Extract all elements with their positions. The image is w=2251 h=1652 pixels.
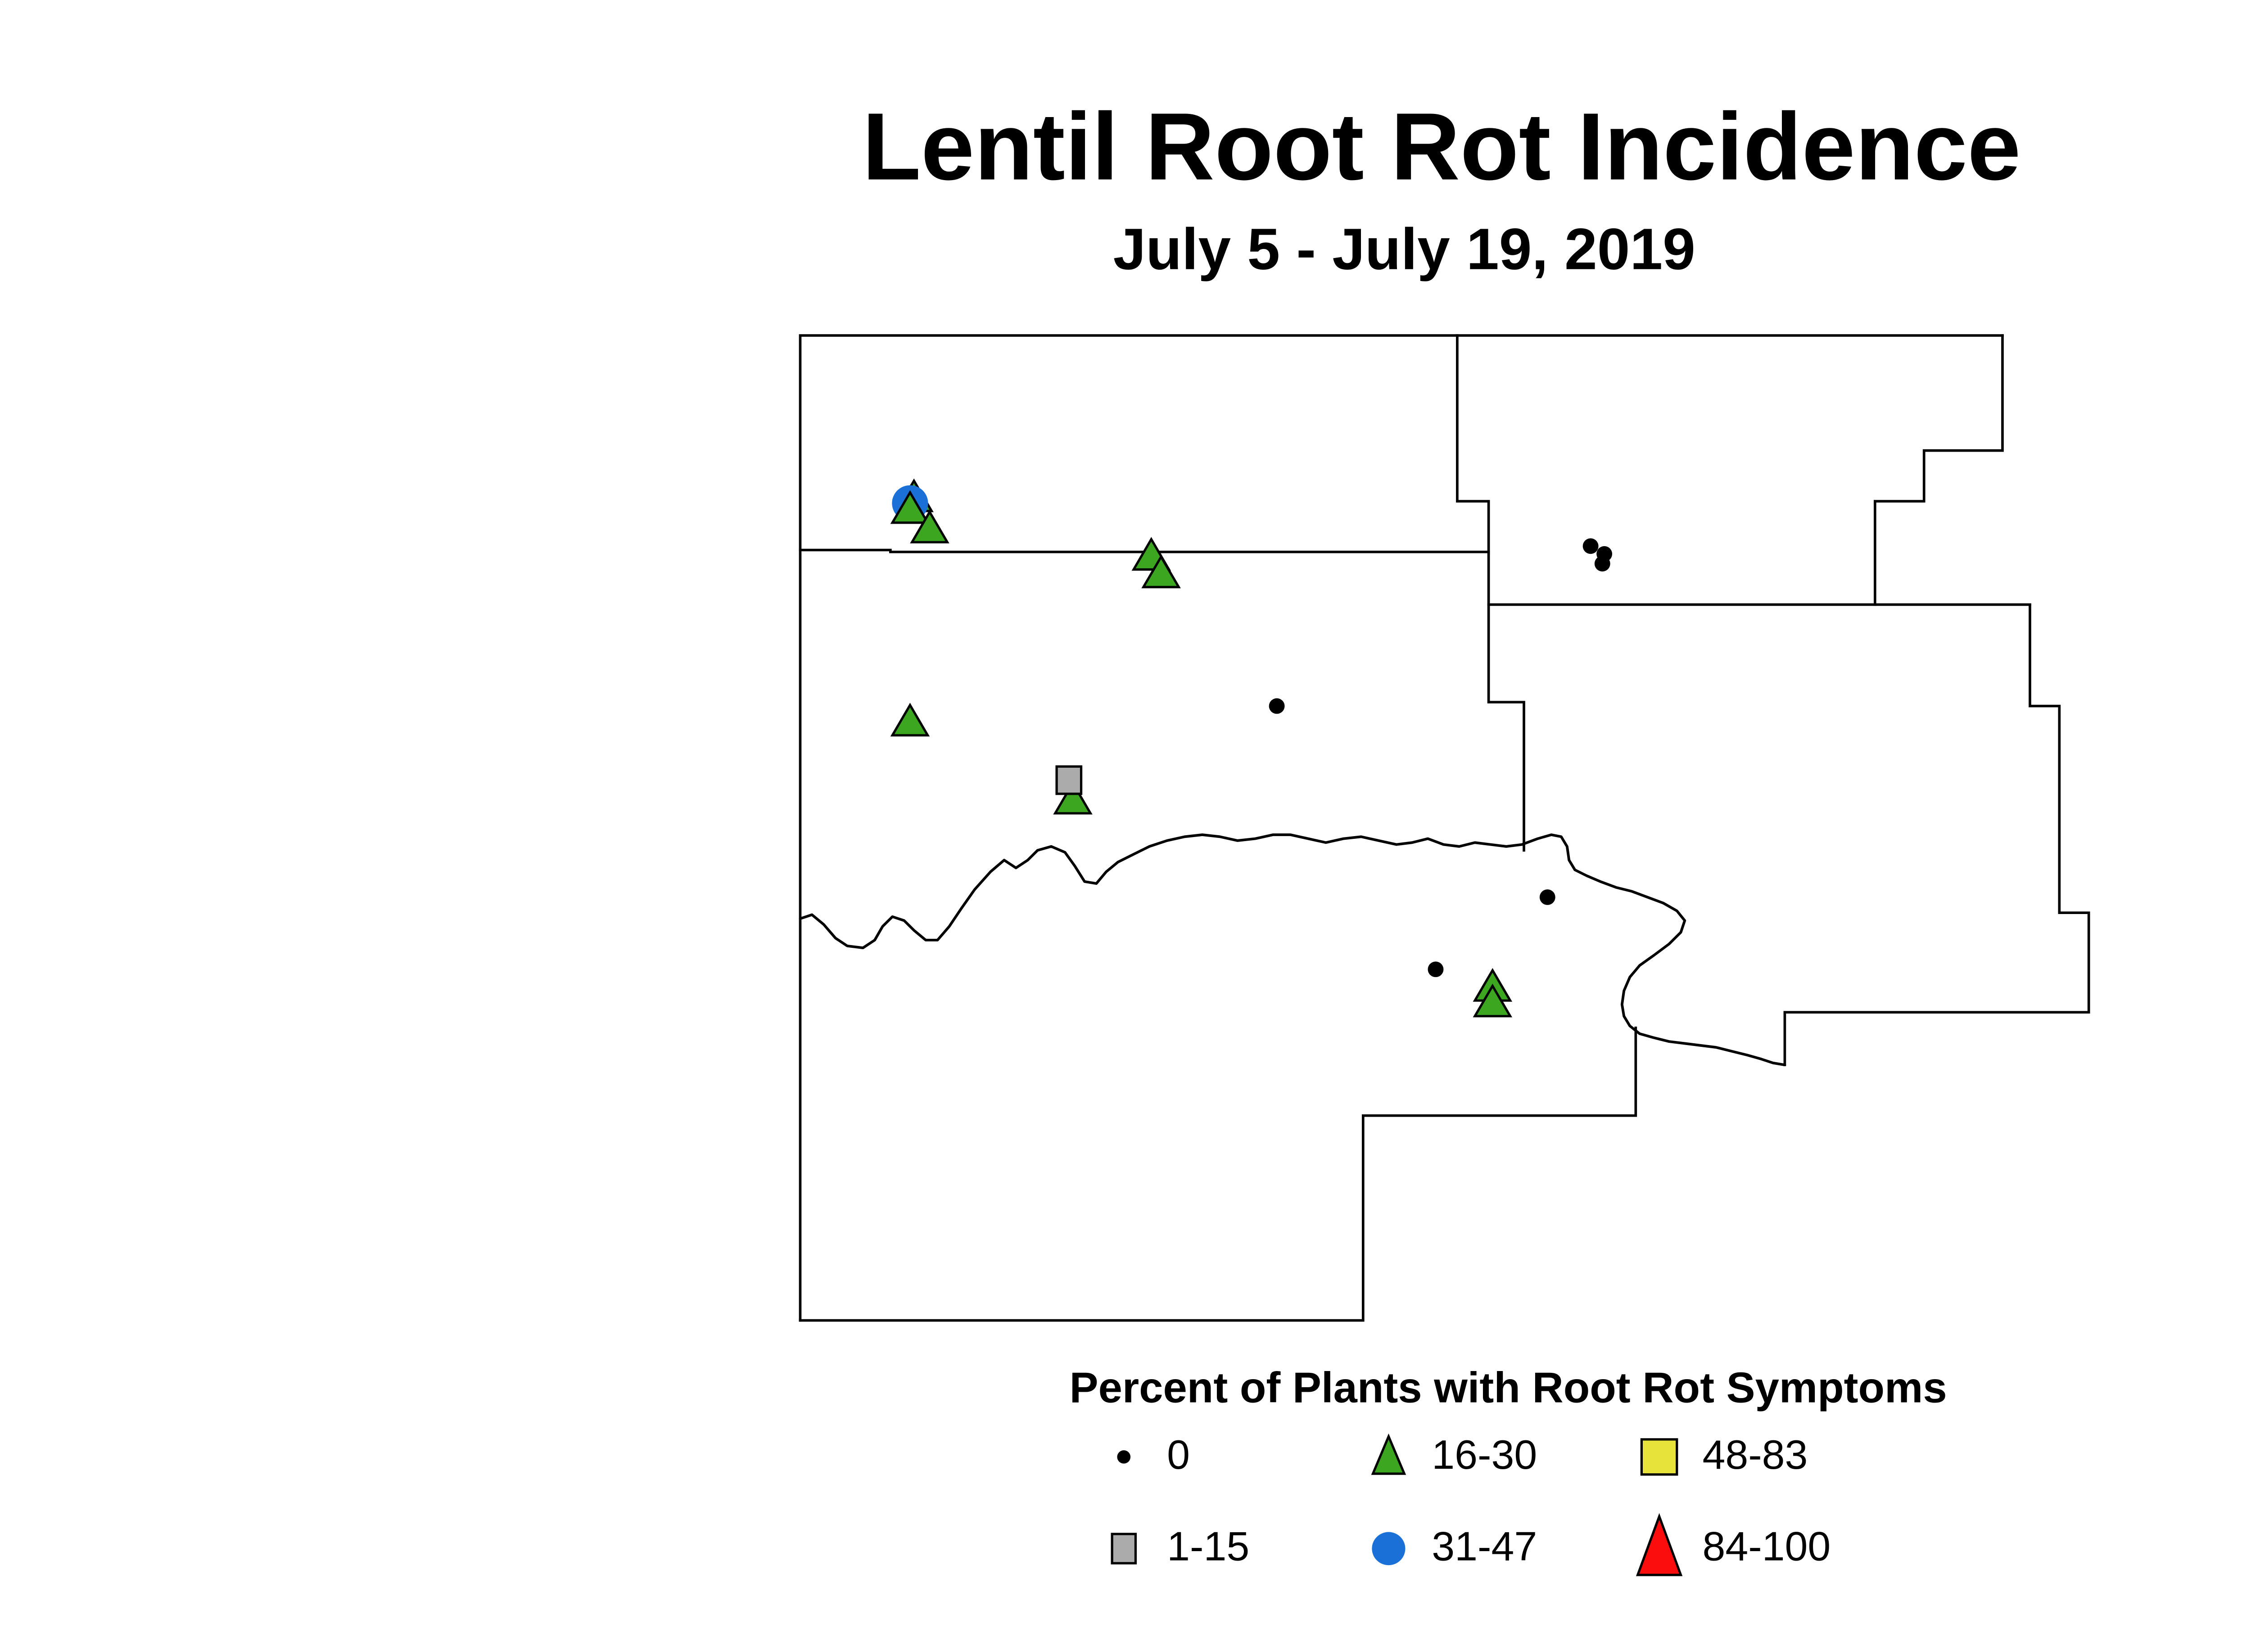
- dot-glyph: [1117, 1450, 1131, 1464]
- river-boundary: [799, 833, 1786, 1067]
- legend-item-label: 0: [1167, 1433, 1190, 1479]
- legend-item-label: 16-30: [1432, 1433, 1537, 1479]
- square-glyph: [1111, 1533, 1137, 1565]
- map-point-16-30: [890, 702, 930, 737]
- border-northwest-county-south: [799, 548, 1490, 553]
- legend-item-48-83: 48-83: [1616, 1420, 1808, 1494]
- page-subtitle: July 5 - July 19, 2019: [1113, 218, 1695, 283]
- triangle-glyph: [1371, 1433, 1406, 1475]
- map-point-0: [1428, 961, 1444, 978]
- map-point-0: [1269, 698, 1285, 714]
- map-point-0: [1539, 889, 1555, 905]
- page-title: Lentil Root Rot Incidence: [862, 95, 2021, 201]
- border-outer-left-top: [799, 334, 2004, 1322]
- legend-item-0: 0: [1080, 1420, 1190, 1494]
- legend-item-16-30: 16-30: [1346, 1420, 1537, 1494]
- legend-green-triangle-marker: [1346, 1420, 1432, 1494]
- legend-item-label: 1-15: [1167, 1525, 1250, 1571]
- square-glyph: [1640, 1438, 1678, 1476]
- border-south-steps: [799, 1026, 1637, 1322]
- border-north-divider: [1456, 334, 1525, 852]
- legend-dot-marker: [1080, 1420, 1167, 1494]
- legend-gray-square-marker: [1080, 1512, 1167, 1586]
- legend-blue-circle-marker: [1346, 1512, 1432, 1586]
- triangle-glyph: [1636, 1513, 1683, 1576]
- map-point-16-30: [910, 509, 949, 543]
- legend-yellow-square-marker: [1616, 1420, 1703, 1494]
- legend-item-label: 84-100: [1702, 1525, 1831, 1571]
- map-point-16-30: [1141, 554, 1181, 588]
- legend-item-31-47: 31-47: [1346, 1512, 1537, 1586]
- map-point-16-30: [1473, 983, 1513, 1018]
- map-point-16-30: [890, 490, 930, 524]
- map-point-0: [1582, 538, 1599, 554]
- county-borders: [799, 334, 2090, 1322]
- legend-item-label: 48-83: [1702, 1433, 1808, 1479]
- map-points-layer: [890, 478, 1613, 1018]
- legend-item-label: 31-47: [1432, 1525, 1537, 1571]
- border-northeast-county-east: [1873, 334, 2004, 606]
- map-point-16-30: [1053, 781, 1093, 815]
- border-east-county-east: [1783, 603, 2090, 1066]
- legend-item-84-100: 84-100: [1616, 1512, 1831, 1586]
- map-point-1-15: [1055, 765, 1083, 795]
- circle-glyph: [1372, 1532, 1406, 1566]
- legend-item-1-15: 1-15: [1080, 1512, 1249, 1586]
- map-point-0: [1594, 556, 1610, 572]
- legend-title: Percent of Plants with Root Rot Symptoms: [1069, 1363, 1947, 1412]
- legend-red-triangle-marker: [1616, 1512, 1703, 1586]
